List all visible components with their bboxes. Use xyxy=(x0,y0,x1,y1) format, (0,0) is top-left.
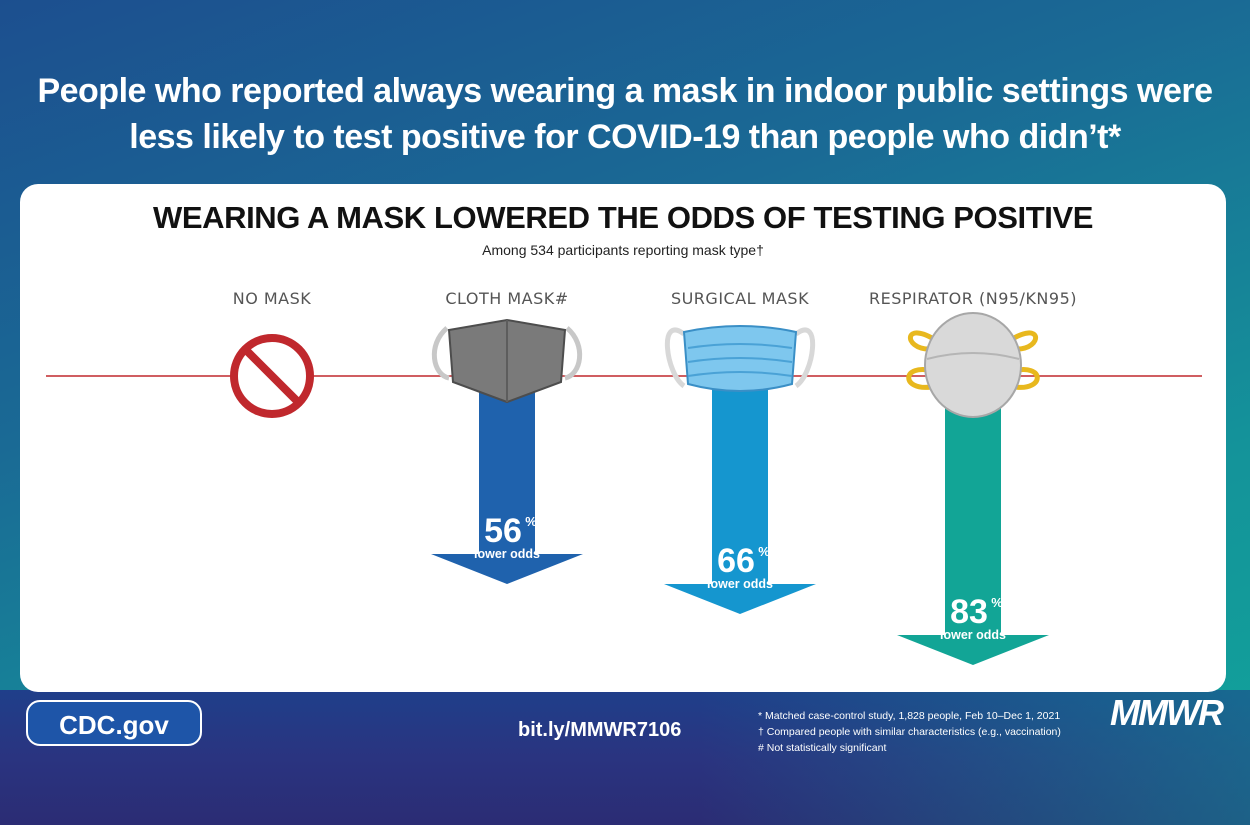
value-unit: % xyxy=(758,544,770,559)
footnotes: * Matched case-control study, 1,828 peop… xyxy=(758,708,1138,756)
value-label: 56 xyxy=(484,512,522,550)
mmwr-logo: MMWR xyxy=(1110,692,1224,733)
footnote-3: # Not statistically significant xyxy=(758,742,887,754)
odds-arrow xyxy=(431,376,583,584)
value-caption: lower odds xyxy=(474,547,540,561)
category-label: SURGICAL MASK xyxy=(671,289,809,308)
no-symbol-icon xyxy=(230,334,314,418)
category-label: CLOTH MASK# xyxy=(445,289,568,308)
mmwr-link[interactable]: bit.ly/MMWR7106 xyxy=(518,719,682,741)
headline: People who reported always wearing a mas… xyxy=(20,68,1230,160)
value-caption: lower odds xyxy=(707,577,773,591)
footnote-2: † Compared people with similar character… xyxy=(758,726,1061,738)
category-label: RESPIRATOR (N95/KN95) xyxy=(869,289,1077,308)
value-unit: % xyxy=(991,595,1003,610)
category-label: NO MASK xyxy=(233,289,312,308)
footnote-1: * Matched case-control study, 1,828 peop… xyxy=(758,710,1061,722)
cdc-gov-badge[interactable]: CDC.gov xyxy=(26,700,202,746)
value-caption: lower odds xyxy=(940,628,1006,642)
footer-band-accent xyxy=(700,690,1250,825)
cloth-mask-icon xyxy=(431,318,583,404)
headline-line-2: less likely to test positive for COVID-1… xyxy=(129,118,1121,156)
chart-panel: WEARING A MASK LOWERED THE ODDS OF TESTI… xyxy=(20,184,1226,692)
value-unit: % xyxy=(525,514,537,529)
chart-subtitle: Among 534 participants reporting mask ty… xyxy=(482,242,764,258)
chart-title: WEARING A MASK LOWERED THE ODDS OF TESTI… xyxy=(152,200,1094,235)
value-label: 66 xyxy=(717,542,755,580)
mask-odds-chart: NO MASK CLOTH MASK# 56 % lower odds SURGICAL … xyxy=(46,289,1202,665)
headline-line-1: People who reported always wearing a mas… xyxy=(37,72,1213,110)
odds-arrow xyxy=(664,376,816,614)
odds-arrow xyxy=(897,376,1049,665)
value-label: 83 xyxy=(950,593,988,631)
surgical-mask-icon xyxy=(664,325,816,392)
respirator-icon xyxy=(906,312,1040,418)
